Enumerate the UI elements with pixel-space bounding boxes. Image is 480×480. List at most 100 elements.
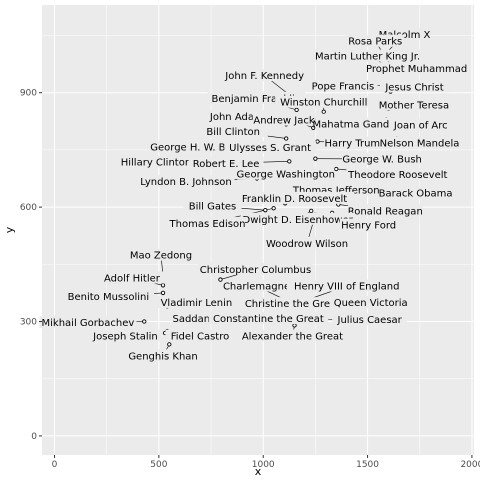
point-label-bg <box>112 155 199 168</box>
data-point <box>311 125 316 130</box>
point-label-bg <box>183 199 242 212</box>
point-label: Woodrow Wilson <box>266 239 348 250</box>
point-label-bg <box>224 141 316 154</box>
data-point <box>315 139 320 144</box>
point-label: George Washington <box>237 169 335 180</box>
data-point <box>263 208 268 213</box>
point-label-bg <box>237 167 335 180</box>
point-label: Bill Gates <box>189 201 237 212</box>
point-label: Benito Mussolini <box>68 292 150 303</box>
point-label: George H. W. Bush <box>150 142 243 153</box>
point-label: Barack Obama <box>379 189 453 200</box>
point-label: Julius Caesar <box>337 315 403 326</box>
point-label: Mother Teresa <box>379 100 449 111</box>
point-label-bg <box>346 34 405 47</box>
data-point <box>271 206 276 211</box>
point-label-bg <box>275 95 373 108</box>
data-point <box>284 136 289 141</box>
point-label: Winston Churchill <box>280 98 367 109</box>
point-label-bg <box>198 125 268 138</box>
point-label-bg <box>224 279 289 292</box>
point-label-bg <box>346 168 450 181</box>
point-label: Mahatma Gandhi <box>313 119 399 130</box>
point-label-bg <box>156 295 237 308</box>
point-label: Queen Victoria <box>334 298 408 309</box>
data-point <box>313 156 318 161</box>
point-label-bg <box>39 316 137 329</box>
x-tick-label: 500 <box>150 460 167 470</box>
point-label: Fidel Castro <box>171 332 230 343</box>
point-label-bg <box>330 295 411 308</box>
point-label-bg <box>376 98 452 111</box>
point-label: Malcolm X <box>379 30 431 41</box>
data-point <box>160 283 166 288</box>
point-label: Genghis Khan <box>128 351 197 362</box>
point-label: Mikhail Gorbachev <box>42 318 135 329</box>
point-label: Thomas Jefferson <box>292 185 380 196</box>
point-label: Franklin D. Roosevelt <box>242 194 347 205</box>
point-label: Alexander the Great <box>242 332 343 343</box>
point-label-bg <box>238 329 347 342</box>
data-point <box>167 342 172 347</box>
point-label-bg <box>62 289 155 302</box>
point-label-bg <box>380 186 451 199</box>
x-axis-title: x <box>255 465 262 478</box>
data-point <box>287 159 292 164</box>
point-label-bg <box>286 279 407 292</box>
point-label: Charlemagne <box>223 282 290 293</box>
point-label: Hillary Clinton <box>121 158 191 169</box>
point-label: Christopher Columbus <box>200 265 311 276</box>
point-label-bg <box>315 117 396 130</box>
y-axis-title: y <box>3 226 16 233</box>
point-label-bg <box>240 212 355 225</box>
data-point <box>334 166 339 172</box>
point-label: John Adams <box>209 112 269 123</box>
point-label-bg <box>131 248 190 261</box>
point-label-bg <box>370 62 463 75</box>
point-label-bg <box>137 175 235 188</box>
point-label-bg <box>339 218 398 231</box>
point-label: Henry Ford <box>341 221 396 232</box>
data-point <box>309 208 314 214</box>
point-label-bg <box>379 136 460 149</box>
point-label: Lyndon B. Johnson <box>140 177 232 188</box>
point-label-bg <box>208 311 329 324</box>
data-point <box>294 107 299 113</box>
y-tick-label: 900 <box>20 89 37 99</box>
point-label: John F. Kennedy <box>224 71 304 82</box>
point-label-bg <box>388 118 453 131</box>
point-label-bg <box>304 49 431 62</box>
x-tick-label: 0 <box>52 460 58 470</box>
point-label: Andrew Jackson <box>253 116 332 127</box>
point-label: Jesus Christ <box>384 82 443 93</box>
data-point <box>160 290 166 296</box>
point-label: Pope Francis <box>312 82 375 93</box>
data-point <box>321 109 326 114</box>
y-axis-ticks: 0 300 600 900 <box>20 89 42 442</box>
point-label-bg <box>165 329 235 342</box>
point-label-bg <box>148 140 246 153</box>
point-label: Henry VIII of England <box>294 282 400 293</box>
point-label-bg <box>379 80 450 93</box>
point-label-bg <box>252 113 334 126</box>
point-label-bg <box>221 69 308 82</box>
data-point <box>218 277 223 282</box>
point-label: Adolf Hitler <box>104 274 161 285</box>
point-label: Nelson Mandela <box>380 139 460 150</box>
point-label: Harry Truman <box>325 139 393 150</box>
x-tick-label: 1500 <box>356 460 379 470</box>
point-label-bg <box>308 79 378 92</box>
point-label: Ulysses S. Grant <box>229 143 311 154</box>
point-label-bg <box>341 152 423 165</box>
point-label-bg <box>234 191 355 204</box>
point-label: Rosa Parks <box>348 37 402 48</box>
point-label-bg <box>323 136 394 149</box>
point-label-bg <box>88 329 163 342</box>
point-label: Robert E. Lee <box>193 159 260 170</box>
data-point <box>142 319 147 324</box>
point-label-bg <box>347 204 423 217</box>
point-label: Mao Zedong <box>130 251 192 262</box>
